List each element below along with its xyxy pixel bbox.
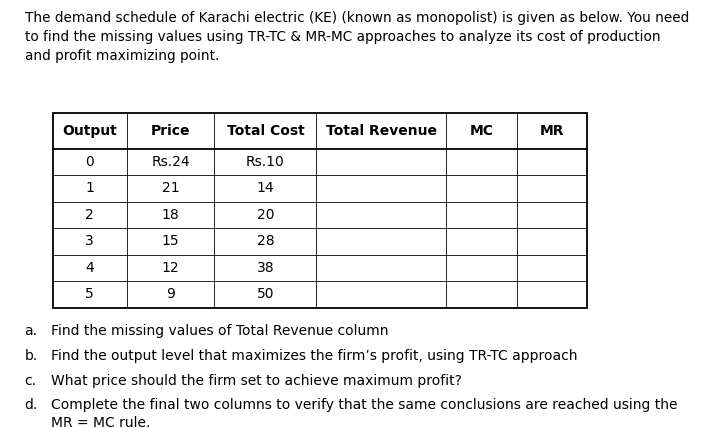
Text: MC: MC (470, 124, 494, 138)
Text: 50: 50 (257, 288, 274, 301)
Text: 12: 12 (162, 261, 179, 275)
Text: Complete the final two columns to verify that the same conclusions are reached u: Complete the final two columns to verify… (51, 398, 677, 428)
Text: c.: c. (25, 374, 37, 388)
Text: 20: 20 (257, 208, 274, 222)
Text: 2: 2 (85, 208, 94, 222)
Text: The demand schedule of Karachi electric (KE) (known as monopolist) is given as b: The demand schedule of Karachi electric … (25, 11, 689, 62)
Text: 1: 1 (85, 181, 94, 195)
Text: 15: 15 (162, 235, 179, 248)
Text: 14: 14 (257, 181, 274, 195)
Text: 18: 18 (162, 208, 179, 222)
Text: 9: 9 (166, 288, 175, 301)
Text: Rs.10: Rs.10 (246, 155, 285, 169)
Text: 4: 4 (85, 261, 94, 275)
Bar (53, 113, 587, 308)
Text: Total Cost: Total Cost (226, 124, 304, 138)
Text: MR: MR (540, 124, 564, 138)
Text: What price should the firm set to achieve maximum profit?: What price should the firm set to achiev… (51, 374, 461, 388)
Text: Total Revenue: Total Revenue (326, 124, 437, 138)
Text: a.: a. (25, 324, 37, 338)
Text: Find the output level that maximizes the firm’s profit, using TR-TC approach: Find the output level that maximizes the… (51, 349, 577, 363)
Text: Price: Price (150, 124, 191, 138)
Text: Output: Output (63, 124, 117, 138)
Text: b.: b. (25, 349, 38, 363)
Text: 21: 21 (162, 181, 179, 195)
Text: 38: 38 (257, 261, 274, 275)
Text: 0: 0 (85, 155, 94, 169)
Text: Find the missing values of Total Revenue column: Find the missing values of Total Revenue… (51, 324, 388, 338)
Text: 28: 28 (257, 235, 274, 248)
Text: 3: 3 (85, 235, 94, 248)
Text: 5: 5 (85, 288, 94, 301)
Text: Rs.24: Rs.24 (151, 155, 190, 169)
Text: d.: d. (25, 398, 38, 413)
